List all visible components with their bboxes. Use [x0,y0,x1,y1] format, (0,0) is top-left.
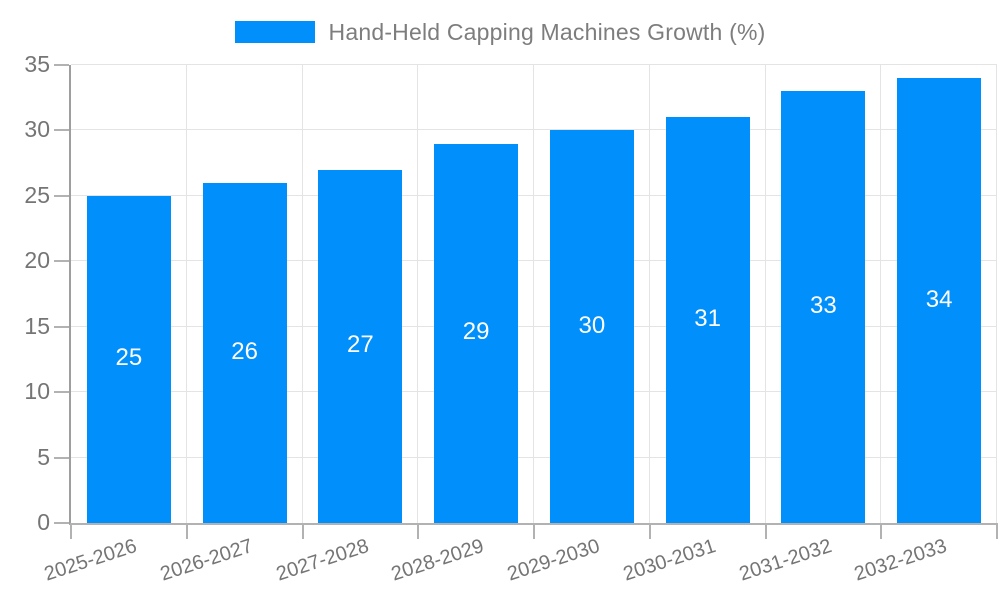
y-axis-tick [54,260,69,263]
gridline-vertical [648,65,650,523]
bar[interactable] [549,130,634,523]
gridline-horizontal [71,129,997,131]
y-axis-tick [54,456,69,459]
bar[interactable] [86,195,171,523]
bar-value-label: 26 [231,337,258,365]
bar-value-label: 30 [578,311,606,339]
y-axis-tick [54,64,69,66]
gridline-vertical [417,65,419,523]
legend: Hand-Held Capping Machines Growth (%) [0,12,1000,52]
y-axis-tick-label: 20 [24,247,50,274]
gridline-horizontal [71,260,997,262]
gridline-horizontal [71,194,997,196]
y-axis-tick-label: 25 [24,181,50,208]
gridline-vertical [533,65,534,523]
gridline-vertical [301,65,303,523]
x-axis-tick-label: 2030-2031 [620,535,719,586]
x-axis-tick [533,523,535,539]
bar[interactable] [318,169,403,523]
x-axis-tick-label: 2028-2029 [389,535,487,586]
x-axis-tick-label: 2032-2033 [852,535,950,586]
x-axis-tick [648,523,651,539]
x-axis-tick [417,523,420,539]
x-axis-tick-label: 2026-2027 [157,535,256,586]
y-axis-tick-label: 30 [24,116,50,143]
y-axis-tick-label: 10 [24,378,50,405]
legend-series-label[interactable]: Hand-Held Capping Machines Growth (%) [328,18,766,45]
y-axis-labels: 0 5 10 15 20 25 30 35 [0,51,50,535]
y-axis-tick-label: 15 [24,312,50,339]
bar-value-label: 33 [810,292,837,320]
x-axis-tick [185,523,188,539]
gridline-horizontal [71,391,997,393]
gridline-vertical [764,65,766,523]
y-axis-tick-label: 35 [24,50,50,77]
legend-marker[interactable] [234,21,315,43]
gridline-vertical [185,65,187,523]
bar-value-label: 25 [115,344,143,372]
gridline-vertical [880,65,882,523]
bar[interactable] [202,182,287,523]
bar[interactable] [781,91,866,523]
y-axis-tick [54,522,69,524]
bar-value-label: 27 [347,331,374,359]
x-axis-tick [70,523,72,539]
x-axis-tick-label: 2029-2030 [504,535,603,586]
x-axis-tick-label: 2027-2028 [273,535,372,586]
x-axis-tick-label: 2031-2032 [736,535,835,586]
y-axis-tick [54,194,69,197]
bar[interactable] [665,117,750,523]
gridline-vertical [996,65,997,523]
y-axis-tick [54,129,69,132]
bar[interactable] [897,78,982,523]
bar-value-label: 34 [925,285,953,313]
gridline-horizontal [71,325,997,327]
bar-value-label: 31 [694,305,721,333]
y-axis-tick-label: 5 [37,443,50,470]
y-axis-tick [54,391,69,394]
x-axis-tick [880,523,883,539]
y-axis-tick-label: 0 [37,508,50,535]
x-axis-tick [301,523,304,539]
bar-value-label: 29 [462,318,490,346]
x-axis-tick [764,523,767,539]
bar[interactable] [434,143,519,523]
gridline-horizontal [71,64,997,65]
gridline-horizontal [71,456,997,458]
plot-area: 25 2025-2026 26 2026-2027 27 2027-2028 29 2028-… [42,64,998,585]
x-axis-tick [996,523,998,539]
x-axis-tick-label: 2025-2026 [41,535,140,586]
y-axis-tick [54,325,69,328]
